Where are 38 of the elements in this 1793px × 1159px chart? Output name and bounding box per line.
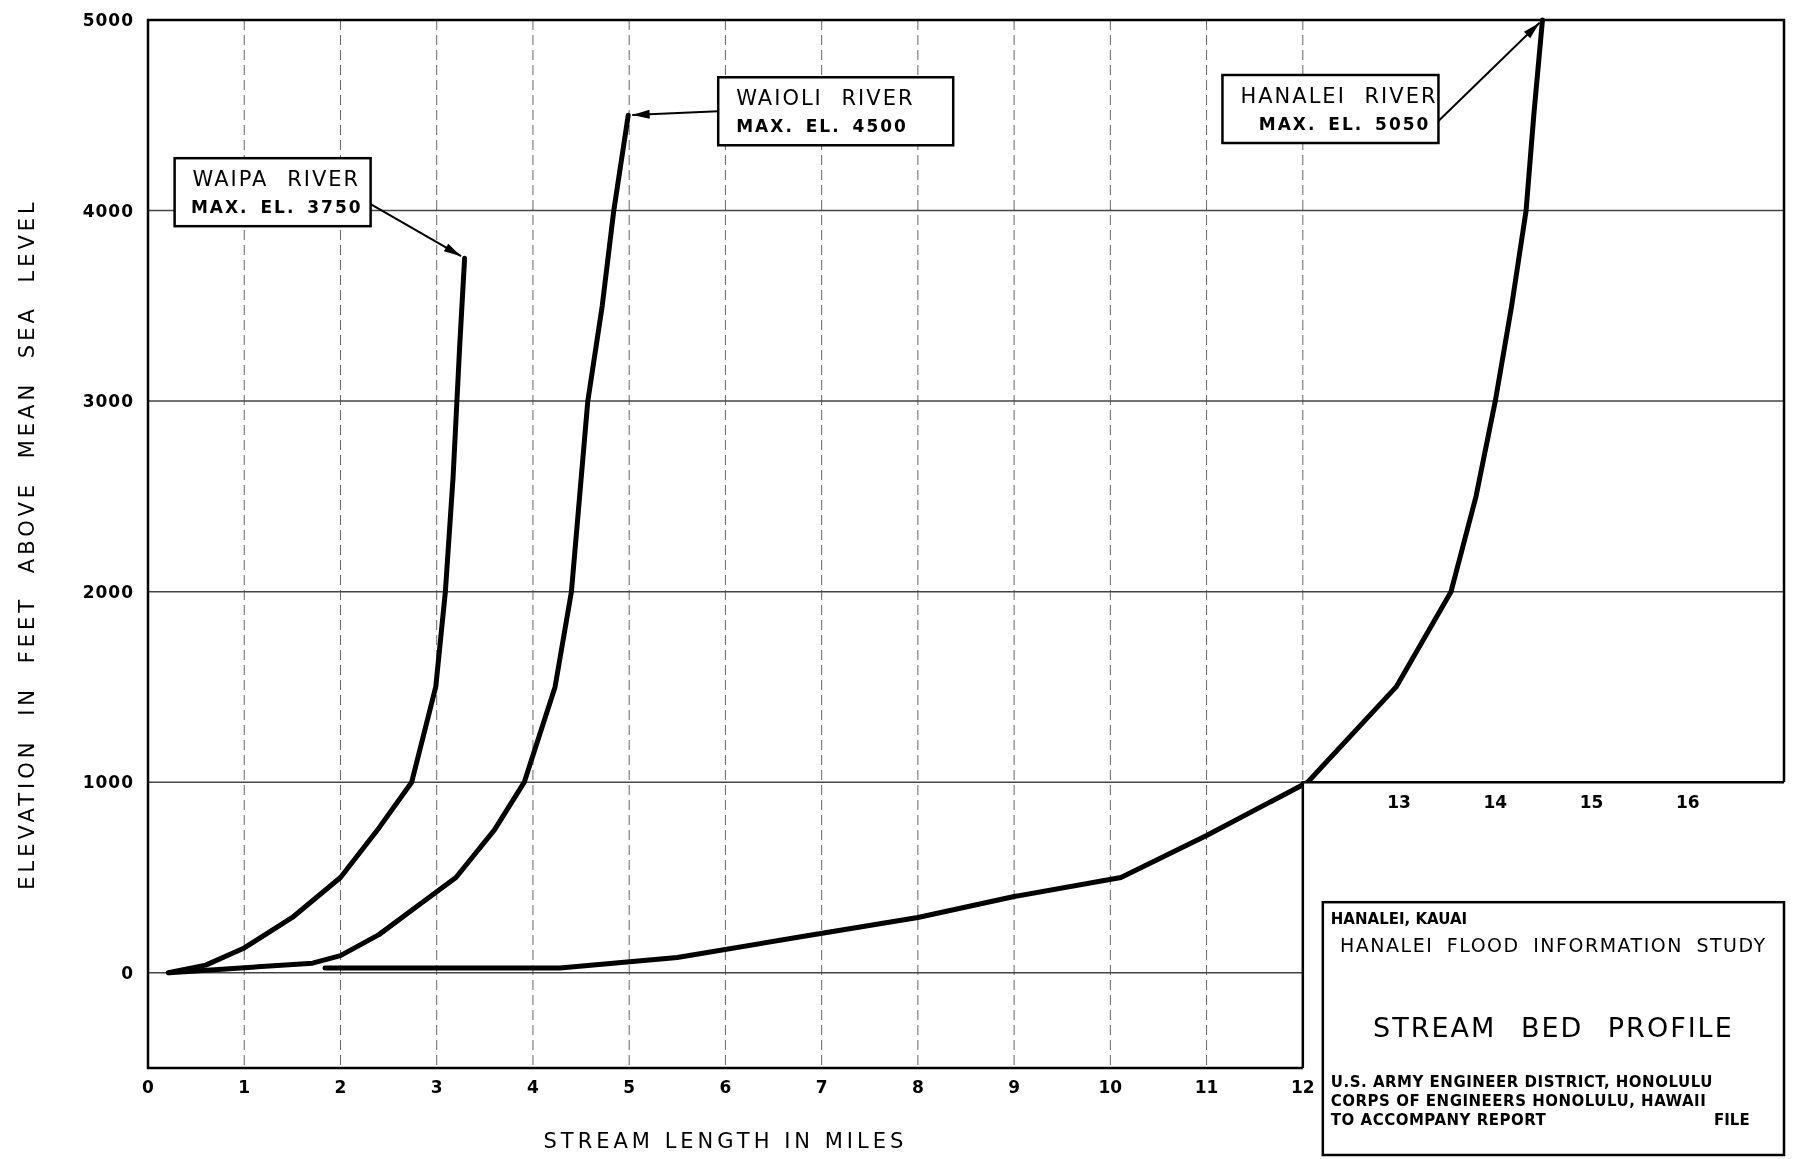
text: WAIPA RIVER [192,167,361,192]
y-tick-label: 4000 [82,200,134,221]
x-tick-label: 3 [430,1077,443,1097]
x2-tick-label: 16 [1675,792,1700,813]
x-tick-label: 6 [719,1077,732,1097]
text: WAIOLI RIVER [736,86,915,111]
text: HANALEI RIVER [1240,84,1438,108]
x-tick-label: 2 [334,1077,347,1097]
y-tick-label: 0 [121,962,134,983]
y-tick-label: 3000 [82,391,134,412]
text: HANALEI FLOOD INFORMATION STUDY [1340,934,1767,957]
x-tick-label: 10 [1098,1077,1123,1097]
x-tick-label: 9 [1008,1077,1021,1097]
text: CORPS OF ENGINEERS HONOLULU, HAWAII [1330,1092,1707,1111]
y-axis-title: ELEVATION IN FEET ABOVE MEAN SEA LEVEL [15,198,39,890]
y-tick-label: 1000 [82,772,134,793]
x-axis-title: STREAM LENGTH IN MILES [543,1129,908,1153]
x-tick-label: 8 [911,1077,924,1097]
x-tick-label: 1 [238,1077,251,1097]
x-tick-label: 4 [527,1077,540,1097]
annotation: MAX. EL. 3750 [190,197,363,218]
x-tick-label: 11 [1194,1077,1219,1097]
text: STREAM BED PROFILE [1373,1012,1734,1044]
text: U.S. ARMY ENGINEER DISTRICT, HONOLULU [1330,1073,1713,1092]
x-tick-label: 12 [1290,1077,1315,1097]
annotation: MAX. EL. 4500 [736,116,908,137]
x-tick-label: 5 [623,1077,636,1097]
y-tick-label: 5000 [82,10,134,30]
x2-tick-label: 14 [1483,792,1508,813]
text: FILE [1714,1111,1750,1130]
annotation: MAX. EL. 5050 [1258,114,1431,134]
x2-tick-label: 15 [1579,792,1604,813]
x-tick-label: 7 [815,1077,828,1097]
x2-tick-label: 13 [1387,792,1411,813]
annotation: HANALEI, KAUAI [1330,910,1468,929]
y-tick-label: 2000 [82,581,134,602]
x-tick-label: 0 [142,1077,155,1097]
text: TO ACCOMPANY REPORT [1330,1111,1547,1130]
